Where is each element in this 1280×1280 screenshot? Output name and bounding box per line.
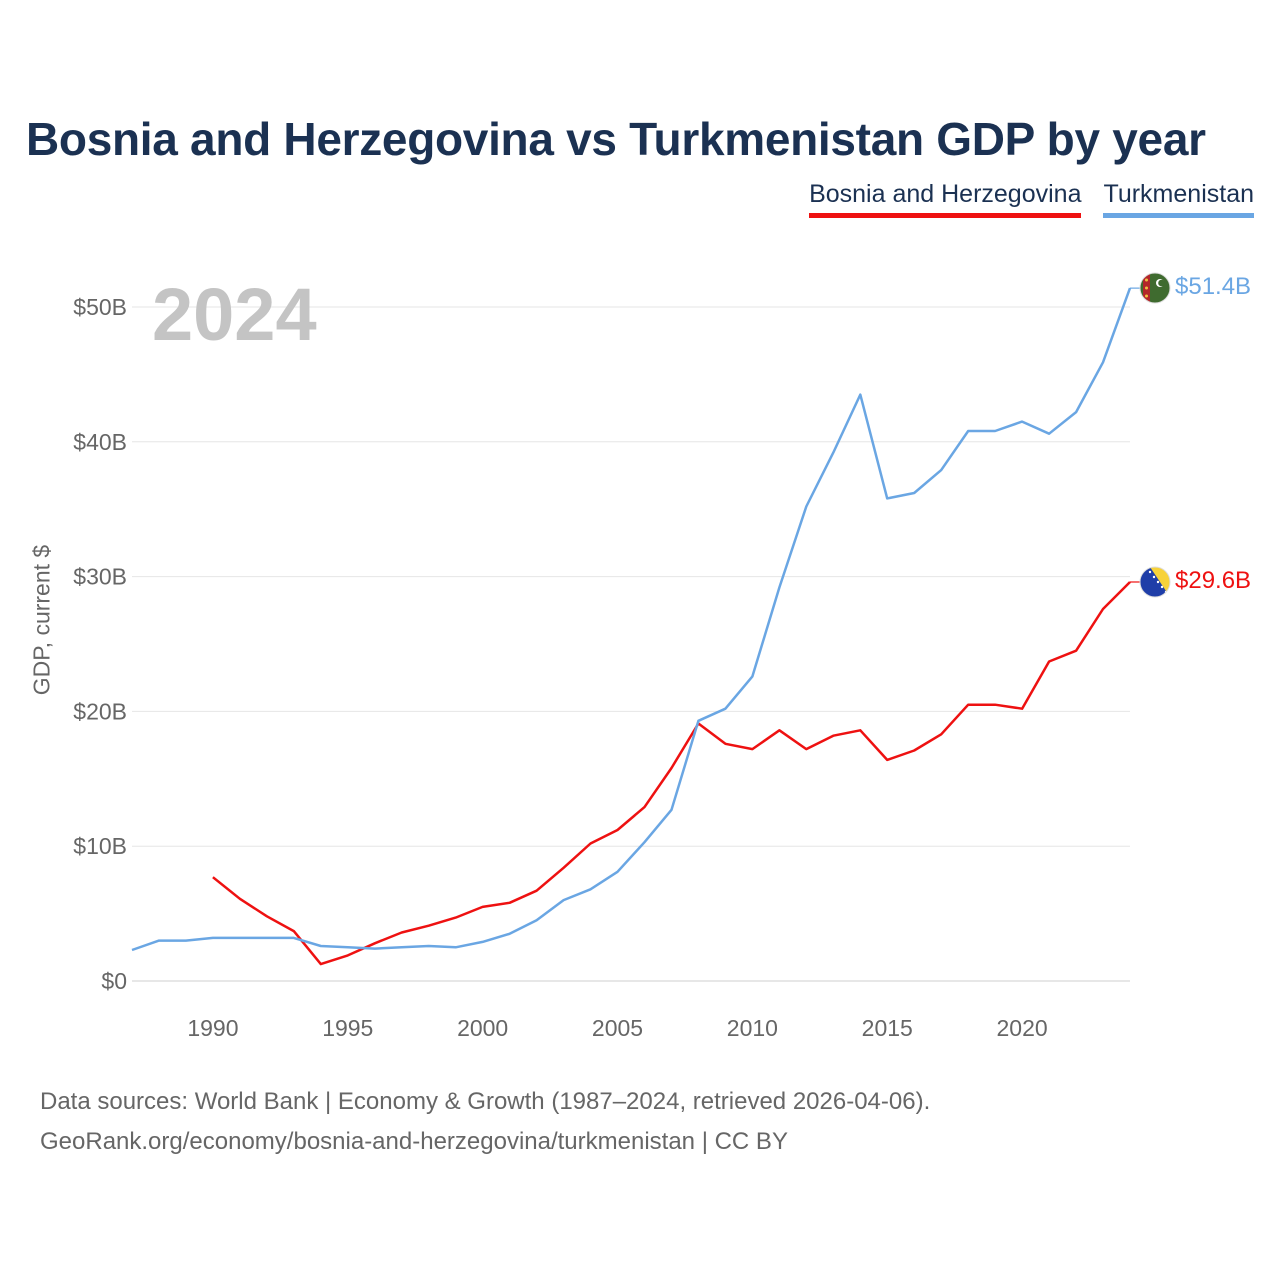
chart-title: Bosnia and Herzegovina vs Turkmenistan G… bbox=[26, 113, 1206, 165]
legend-item-bosnia[interactable]: Bosnia and Herzegovina bbox=[809, 180, 1082, 218]
y-tick-label: $0 bbox=[101, 968, 127, 994]
end-labels: $29.6B $51.4B bbox=[1175, 273, 1251, 594]
legend: Bosnia and Herzegovina Turkmenistan bbox=[809, 180, 1254, 218]
x-tick-label: 2015 bbox=[862, 1015, 913, 1041]
x-tick-label: 1990 bbox=[187, 1015, 238, 1041]
end-value-label-turkmenistan: $51.4B bbox=[1175, 273, 1251, 300]
footer: Data sources: World Bank | Economy & Gro… bbox=[40, 1082, 930, 1162]
x-tick-label: 2010 bbox=[727, 1015, 778, 1041]
y-tick-label: $50B bbox=[73, 294, 127, 320]
grid-lines bbox=[132, 306, 1130, 982]
y-tick-label: $20B bbox=[73, 698, 127, 724]
end-value-label-bosnia-and-herzegovina: $29.6B bbox=[1175, 567, 1251, 594]
x-tick-label: 2005 bbox=[592, 1015, 643, 1041]
y-tick-label: $10B bbox=[73, 833, 127, 859]
data-source-note: Data sources: World Bank | Economy & Gro… bbox=[40, 1088, 931, 1115]
x-tick-label: 1995 bbox=[322, 1015, 373, 1041]
y-tick-label: $40B bbox=[73, 429, 127, 455]
series-line-turkmenistan[interactable] bbox=[131, 287, 1132, 952]
legend-item-turkmenistan[interactable]: Turkmenistan bbox=[1103, 180, 1254, 218]
x-tick-label: 2000 bbox=[457, 1015, 508, 1041]
series-line-bosnia-and-herzegovina[interactable] bbox=[212, 581, 1131, 966]
y-tick-label: $30B bbox=[73, 564, 127, 590]
year-watermark: 2024 bbox=[152, 273, 317, 356]
x-tick-label: 2020 bbox=[997, 1015, 1048, 1041]
x-tick-labels: 1990 1995 2000 2005 2010 2015 2020 bbox=[187, 1015, 1047, 1041]
y-tick-labels: $0 $10B $20B $30B $40B $50B bbox=[73, 294, 127, 994]
bosnia-flag-icon bbox=[1140, 567, 1170, 597]
series-lines bbox=[131, 287, 1140, 966]
source-url[interactable]: GeoRank.org/economy/bosnia-and-herzegovi… bbox=[40, 1128, 788, 1155]
turkmenistan-flag-icon bbox=[1140, 273, 1170, 303]
